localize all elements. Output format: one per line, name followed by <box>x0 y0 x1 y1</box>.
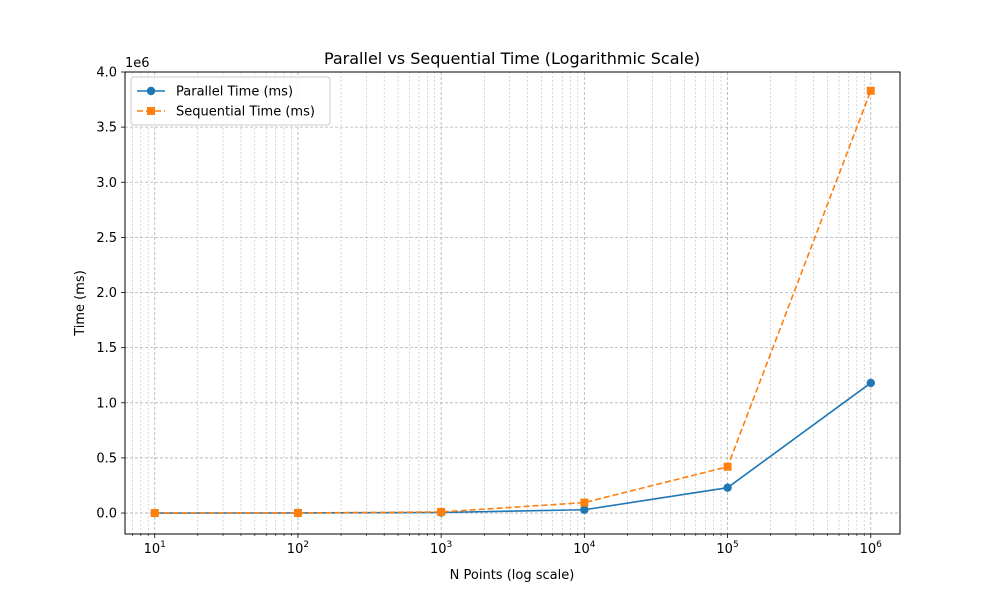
legend-marker <box>147 107 155 115</box>
chart-title: Parallel vs Sequential Time (Logarithmic… <box>324 49 700 68</box>
y-axis-offset-text: 1e6 <box>125 56 150 71</box>
legend-box <box>130 76 331 126</box>
legend-label: Sequential Time (ms) <box>176 105 315 120</box>
y-tick-label: 4.0 <box>96 66 117 81</box>
grid <box>125 71 900 534</box>
y-tick-label: 1.0 <box>96 396 117 411</box>
y-tick-label: 0.0 <box>96 507 117 522</box>
data-point <box>723 462 732 471</box>
ticks: 101 102 103 104 105 106 0.0 0.5 1.0 1.5 2.0 2.5 3.0 3… <box>96 66 882 558</box>
series-line-2 <box>154 90 872 514</box>
x-tick-label: 106 <box>860 540 883 557</box>
y-tick-label: 1.5 <box>96 341 117 356</box>
data-point <box>580 498 589 507</box>
data-point <box>150 509 159 518</box>
data-point <box>293 508 302 517</box>
data-point <box>580 505 589 514</box>
legend: Parallel Time (ms) Sequential Time (ms) <box>130 76 331 126</box>
data-point <box>866 86 875 95</box>
data-point <box>723 483 732 492</box>
x-axis-label: N Points (log scale) <box>450 568 575 583</box>
series-layer <box>150 86 875 518</box>
x-tick-label: 105 <box>716 540 738 557</box>
x-tick-label: 104 <box>573 540 596 557</box>
data-point <box>866 378 875 388</box>
y-tick-label: 3.0 <box>96 176 117 191</box>
y-tick-label: 3.5 <box>96 121 117 136</box>
y-tick-label: 2.0 <box>96 286 117 301</box>
y-tick-label: 2.5 <box>96 231 117 246</box>
x-tick-label: 103 <box>430 540 452 557</box>
x-tick-label: 101 <box>144 540 166 557</box>
x-tick-label: 102 <box>287 540 309 557</box>
y-axis-label: Time (ms) <box>73 270 88 337</box>
plot-frame <box>124 71 901 535</box>
legend-label: Parallel Time (ms) <box>176 85 293 100</box>
data-point <box>437 507 446 516</box>
y-tick-label: 0.5 <box>96 451 117 466</box>
legend-marker <box>146 86 156 96</box>
